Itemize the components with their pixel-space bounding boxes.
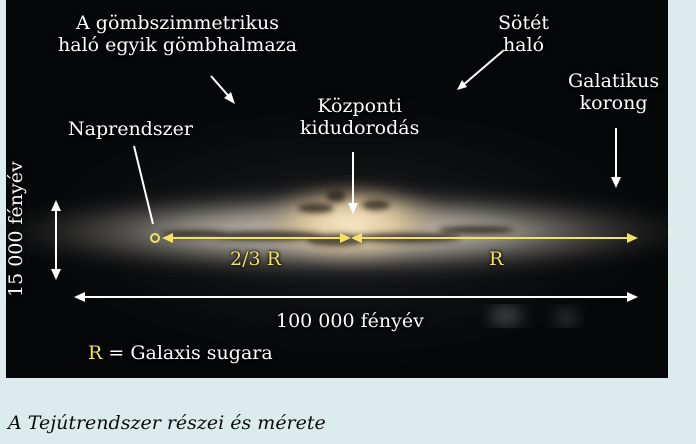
- galactic-disk-label-line1: Galatikus: [568, 70, 660, 92]
- dark-halo-label: Sötét haló: [498, 12, 549, 56]
- central-bulge-label-line1: Központi: [317, 95, 403, 117]
- pointer-arrows: [55, 49, 632, 298]
- solar-system-arrow-line: [133, 145, 154, 225]
- dust-lanes: [161, 190, 514, 246]
- solar-system-marker: [150, 233, 160, 243]
- legend: R = Galaxis sugara: [88, 342, 273, 364]
- magellanic-clouds: [490, 306, 576, 326]
- central-bulge: [256, 183, 446, 263]
- dark-halo-label-line1: Sötét: [498, 12, 549, 34]
- solar-system-label: Naprendszer: [68, 118, 193, 140]
- pointer-arrowheads: [51, 80, 638, 302]
- galaxy-image: [6, 49, 668, 378]
- central-bulge-label-line2: kidudorodás: [300, 117, 420, 139]
- galactic-disk-label-line2: korong: [579, 92, 648, 114]
- galaxy-figure: A gömbszimmetrikus haló egyik gömbhalmaz…: [6, 0, 668, 378]
- height-label: 15 000 fényév: [6, 161, 27, 297]
- globular-cluster-label-line2: haló egyik gömbhalmaza: [58, 34, 297, 56]
- central-bulge-label: Központi kidudorodás: [300, 95, 419, 139]
- globular-cluster-label-line1: A gömbszimmetrikus: [76, 12, 279, 34]
- radius-label: R: [489, 248, 504, 270]
- legend-symbol: R: [88, 342, 103, 364]
- galactic-disk-label: Galatikus korong: [568, 70, 659, 114]
- diameter-label: 100 000 fényév: [276, 310, 424, 332]
- globular-cluster-label: A gömbszimmetrikus haló egyik gömbhalmaz…: [58, 12, 297, 56]
- sun-distance-label: 2/3 R: [230, 248, 281, 270]
- radius-arrows: [150, 233, 632, 243]
- dark-halo-arrow-line: [461, 49, 505, 87]
- figure-caption: A Tejútrendszer részei és mérete: [8, 412, 326, 434]
- dark-halo-label-line2: haló: [502, 34, 545, 56]
- legend-text: = Galaxis sugara: [108, 342, 273, 364]
- radius-arrowheads: [162, 233, 638, 243]
